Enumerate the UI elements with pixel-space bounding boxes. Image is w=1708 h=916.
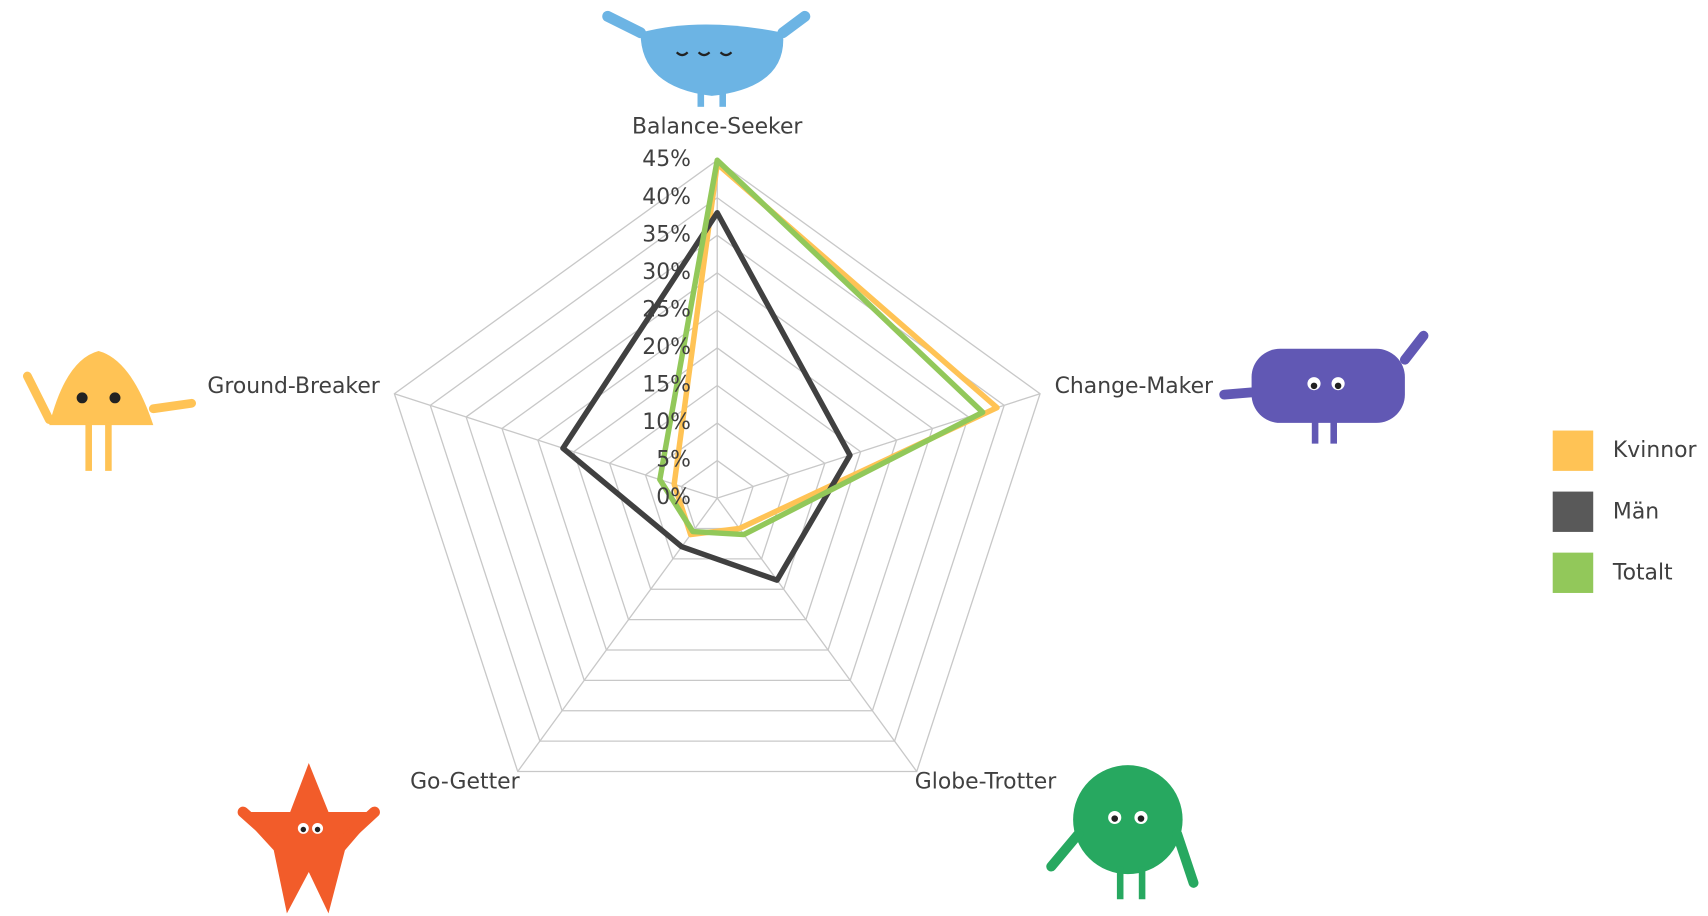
purple-character: [1219, 330, 1429, 444]
legend-swatch: [1552, 552, 1594, 593]
blue-character: [602, 10, 811, 107]
legend-label: Totalt: [1612, 560, 1673, 585]
y-tick-label: 40%: [642, 185, 691, 210]
y-tick-label: 35%: [642, 222, 691, 247]
chart-body: Balance-Seeker Change-Maker Globe-Trotter G…: [22, 10, 1697, 914]
axis-spoke: [716, 497, 918, 772]
y-tick-label: 25%: [642, 297, 691, 322]
orange-character: [237, 763, 380, 914]
grid-ring: [608, 384, 826, 590]
grid-ring: [537, 309, 898, 651]
legend-swatch: [1552, 491, 1594, 532]
series-line: [560, 210, 853, 583]
y-tick-label: 20%: [642, 335, 691, 360]
category-label: Change-Maker: [1055, 374, 1213, 399]
y-tick-label: 30%: [642, 260, 691, 285]
grid-ring: [393, 159, 1041, 773]
category-label: Ground-Breaker: [207, 374, 379, 399]
y-tick-label: 0%: [656, 485, 691, 510]
grid-ring: [465, 234, 970, 712]
y-tick-label: 10%: [642, 410, 691, 435]
series-line: [657, 157, 986, 538]
legend-swatch: [1552, 430, 1594, 471]
y-tick-label: 15%: [642, 373, 691, 398]
category-label: Go-Getter: [410, 769, 520, 794]
legend-label: Kvinnor: [1613, 438, 1697, 463]
axis-spoke: [517, 497, 718, 772]
illustrations: [22, 10, 1429, 914]
green-character: [1046, 765, 1199, 900]
y-tick-label: 45%: [642, 147, 691, 172]
legend-label: Män: [1613, 499, 1659, 524]
grid-ring: [680, 459, 754, 530]
y-tick-label: 5%: [656, 448, 691, 473]
yellow-character: [22, 350, 197, 471]
category-label: Globe-Trotter: [915, 769, 1056, 794]
category-label: Balance-Seeker: [632, 115, 802, 140]
grid-ring: [501, 272, 934, 682]
